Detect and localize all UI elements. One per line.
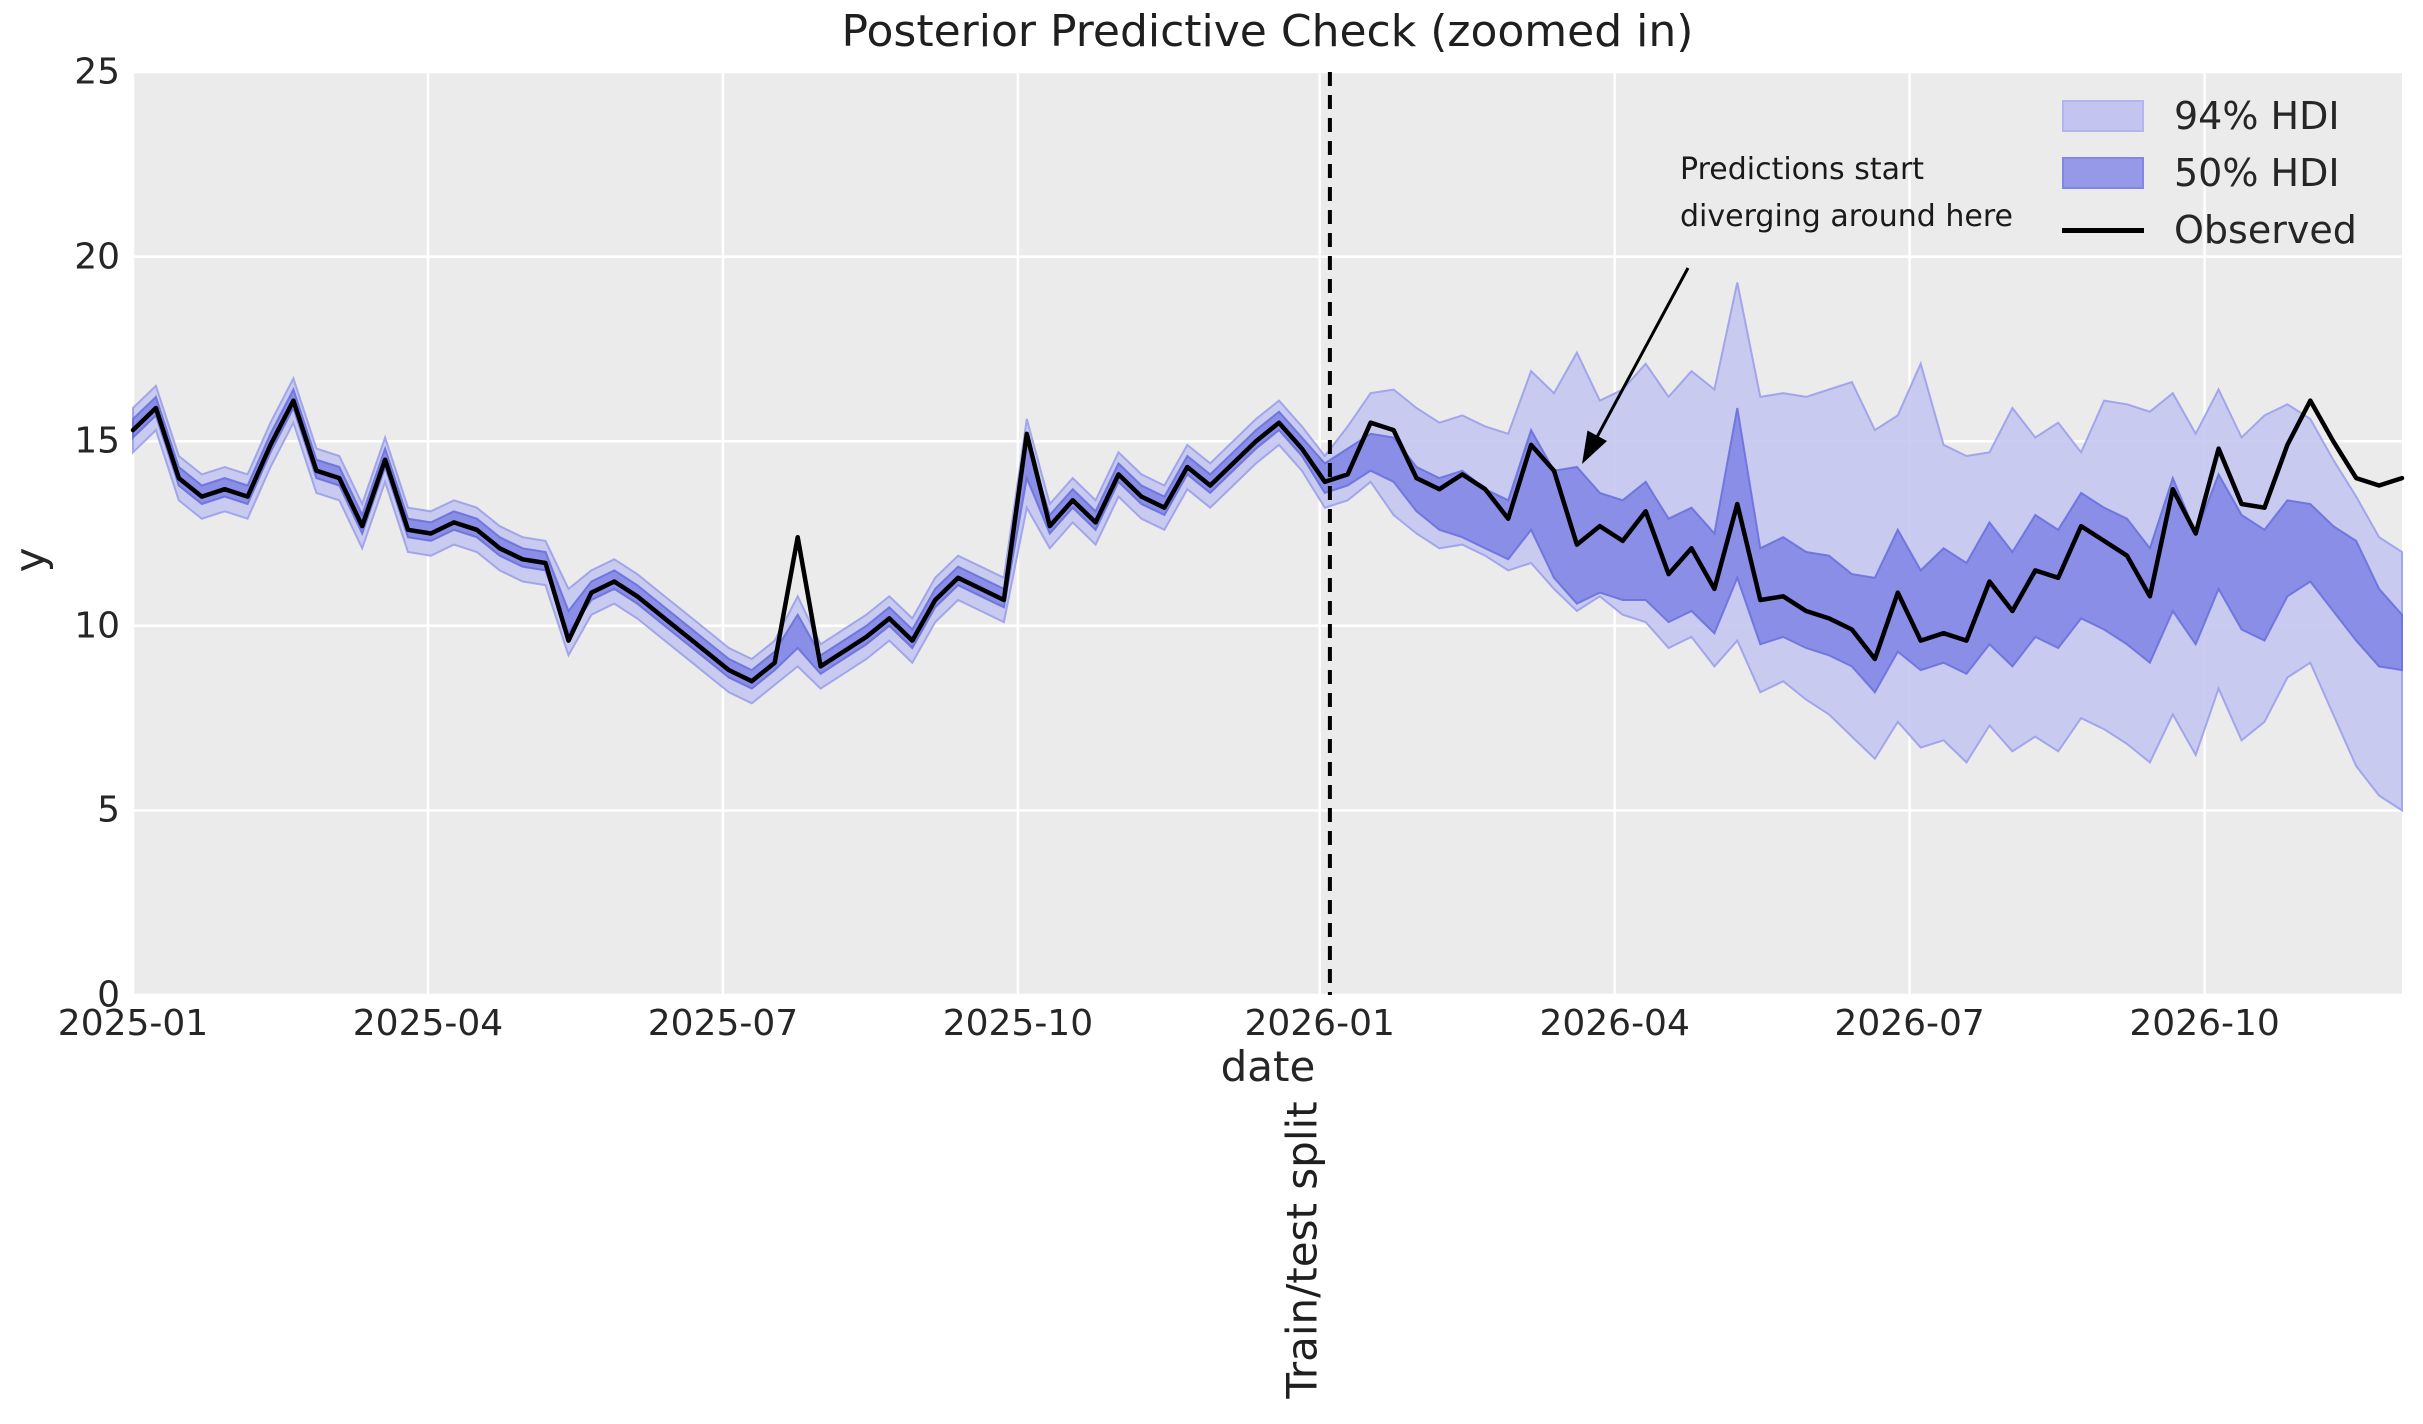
y-tick-label: 25 xyxy=(74,51,120,93)
legend-item-94-hdi: 94% HDI xyxy=(2062,94,2357,138)
observed-line xyxy=(130,398,2405,684)
x-tick-label: 2026-04 xyxy=(1539,1003,1690,1044)
annotation-line-1: Predictions start xyxy=(1680,152,1925,187)
legend-item-50-hdi: 50% HDI xyxy=(2062,151,2357,195)
annotation-arrow-head-icon xyxy=(1582,430,1607,464)
x-tick-label: 2026-10 xyxy=(2129,1003,2280,1044)
legend-label-observed: Observed xyxy=(2174,208,2357,252)
y-tick-label: 15 xyxy=(74,420,120,462)
x-tick-label: 2026-01 xyxy=(1244,1003,1395,1044)
x-tick-label: 2025-07 xyxy=(647,1003,799,1044)
y-tick-label: 20 xyxy=(74,236,120,278)
chart-title: Posterior Predictive Check (zoomed in) xyxy=(841,6,1694,57)
hdi94-swatch-icon xyxy=(2062,100,2144,132)
x-tick-label: 2026-07 xyxy=(1834,1003,1985,1044)
x-axis-label: date xyxy=(1220,1042,1316,1091)
x-tick-label: 2025-01 xyxy=(57,1003,209,1044)
legend-label-94-hdi: 94% HDI xyxy=(2174,94,2340,138)
train-test-split-label: Train/test split xyxy=(1277,1101,1327,1399)
legend-label-50-hdi: 50% HDI xyxy=(2174,151,2340,195)
annotation-text: Predictions start diverging around here xyxy=(1680,146,2013,240)
y-axis-label: y xyxy=(5,547,55,573)
y-tick-label: 5 xyxy=(97,789,120,831)
annotation-arrow-shaft xyxy=(1595,267,1690,438)
y-tick-label: 10 xyxy=(74,605,120,647)
annotation-line-2: diverging around here xyxy=(1680,199,2013,234)
hdi50-band xyxy=(132,386,2403,695)
legend: 94% HDI 50% HDI Observed xyxy=(2062,94,2357,252)
hdi94-band xyxy=(132,282,2403,813)
observed-line-swatch-icon xyxy=(2062,227,2144,233)
x-tick-label: 2025-04 xyxy=(352,1003,504,1044)
y-tick-label: 0 xyxy=(97,974,120,1016)
x-tick-label: 2025-10 xyxy=(942,1003,1094,1044)
hdi50-swatch-icon xyxy=(2062,157,2144,189)
legend-item-observed: Observed xyxy=(2062,208,2357,252)
